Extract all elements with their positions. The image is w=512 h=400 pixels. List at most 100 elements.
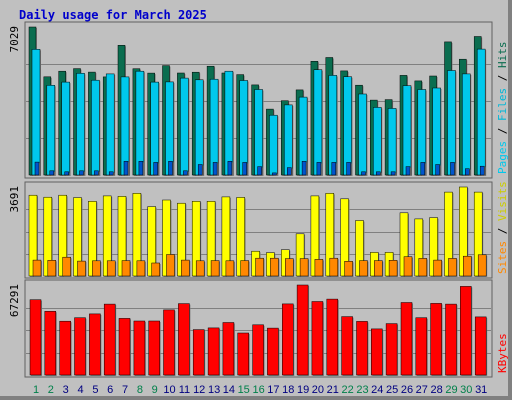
bar-sites-day-13: [210, 260, 220, 277]
bar-pages-day-23: [361, 171, 366, 176]
bar-sites-day-30: [463, 255, 472, 277]
bar-files-day-22: [343, 76, 352, 176]
bar-kbytes-day-9: [148, 320, 160, 376]
bar-kbytes-day-23: [356, 321, 368, 376]
bar-files-day-26: [402, 85, 412, 176]
bar-files-day-23: [358, 93, 367, 176]
day-label-17: 17: [267, 384, 279, 396]
y-max-label-mid: 3691: [8, 186, 21, 213]
legend-entry: Files: [496, 88, 509, 121]
bar-kbytes-day-13: [207, 327, 220, 376]
bar-sites-day-15: [240, 260, 249, 277]
bar-kbytes-day-6: [103, 303, 116, 376]
bar-sites-day-19: [299, 258, 309, 277]
bar-pages-day-3: [64, 171, 69, 176]
day-label-3: 3: [63, 384, 69, 396]
day-label-14: 14: [223, 384, 235, 396]
bar-sites-day-16: [255, 257, 264, 277]
bar-pages-day-27: [420, 162, 426, 176]
bar-files-day-14: [224, 70, 234, 176]
bar-sites-day-7: [121, 260, 131, 277]
bar-kbytes-day-25: [385, 323, 398, 376]
day-label-13: 13: [208, 384, 220, 396]
legend-entry: Pages: [496, 141, 509, 174]
bar-kbytes-day-29: [445, 303, 457, 376]
day-label-7: 7: [122, 384, 128, 396]
bar-files-day-4: [76, 73, 85, 176]
bar-files-day-17: [269, 114, 278, 176]
bar-pages-day-8: [138, 161, 144, 176]
bar-pages-day-20: [316, 162, 322, 176]
bar-pages-day-30: [465, 168, 470, 176]
bar-files-day-10: [165, 81, 174, 176]
bar-sites-day-26: [403, 256, 413, 277]
day-label-2: 2: [48, 384, 54, 396]
bar-files-day-18: [284, 104, 293, 176]
day-label-31: 31: [475, 384, 487, 396]
bar-sites-day-8: [136, 260, 146, 277]
bar-kbytes-day-7: [118, 318, 131, 376]
bar-kbytes-day-20: [311, 301, 324, 376]
day-label-22: 22: [341, 384, 353, 396]
day-label-9: 9: [152, 384, 158, 396]
bar-sites-day-3: [62, 256, 71, 277]
bar-kbytes-day-2: [44, 311, 57, 376]
bar-sites-day-31: [477, 254, 487, 277]
day-label-10: 10: [163, 384, 175, 396]
bar-pages-day-9: [153, 162, 158, 176]
bar-sites-day-25: [388, 260, 398, 277]
bar-sites-day-20: [314, 259, 324, 277]
legend-entry: /: [496, 68, 509, 88]
bar-files-day-6: [105, 73, 115, 176]
bar-kbytes-day-19: [296, 284, 309, 376]
bar-pages-day-15: [242, 162, 247, 176]
bar-sites-day-24: [374, 260, 383, 277]
bar-sites-day-27: [418, 258, 428, 277]
bar-pages-day-12: [197, 164, 203, 176]
bar-pages-day-13: [212, 162, 218, 176]
bar-sites-day-28: [433, 259, 442, 277]
day-label-8: 8: [137, 384, 143, 396]
bar-pages-day-31: [479, 165, 485, 176]
bar-kbytes-day-30: [460, 286, 472, 376]
bar-pages-day-26: [405, 166, 411, 176]
bar-files-day-8: [135, 70, 145, 176]
legend-entry: KBytes: [496, 333, 509, 373]
day-label-15: 15: [238, 384, 250, 396]
bar-sites-day-1: [32, 259, 42, 277]
day-label-12: 12: [193, 384, 205, 396]
bar-sites-day-5: [92, 260, 101, 277]
bar-pages-day-11: [183, 170, 188, 176]
bar-pages-day-6: [108, 171, 114, 176]
bar-pages-day-10: [168, 161, 173, 176]
bar-sites-day-17: [270, 257, 279, 277]
bar-pages-day-2: [49, 170, 55, 176]
bar-kbytes-day-18: [282, 303, 294, 376]
bar-pages-day-21: [331, 162, 337, 176]
bar-files-day-11: [180, 77, 189, 176]
legend-entry: /: [496, 121, 509, 141]
bar-sites-day-11: [181, 259, 190, 277]
day-label-5: 5: [92, 384, 98, 396]
bar-kbytes-day-15: [237, 332, 249, 376]
bar-files-day-24: [373, 107, 382, 176]
bar-sites-day-21: [329, 257, 339, 277]
day-label-4: 4: [77, 384, 83, 396]
legend-entry: Sites: [496, 241, 509, 274]
bar-pages-day-25: [390, 171, 396, 176]
legend-entry: Hits: [496, 42, 509, 69]
bar-sites-day-4: [77, 260, 86, 277]
bar-kbytes-day-11: [178, 303, 190, 376]
bar-kbytes-day-8: [133, 320, 146, 376]
bar-sites-day-9: [151, 262, 160, 277]
bar-files-day-16: [254, 89, 263, 176]
bar-pages-day-16: [257, 166, 262, 176]
bar-kbytes-day-22: [341, 316, 353, 376]
bar-pages-day-19: [301, 161, 307, 176]
day-label-21: 21: [327, 384, 339, 396]
day-label-26: 26: [401, 384, 413, 396]
bar-pages-day-4: [79, 170, 84, 176]
y-max-label-top: 7029: [8, 26, 21, 53]
bar-files-day-20: [313, 69, 323, 176]
